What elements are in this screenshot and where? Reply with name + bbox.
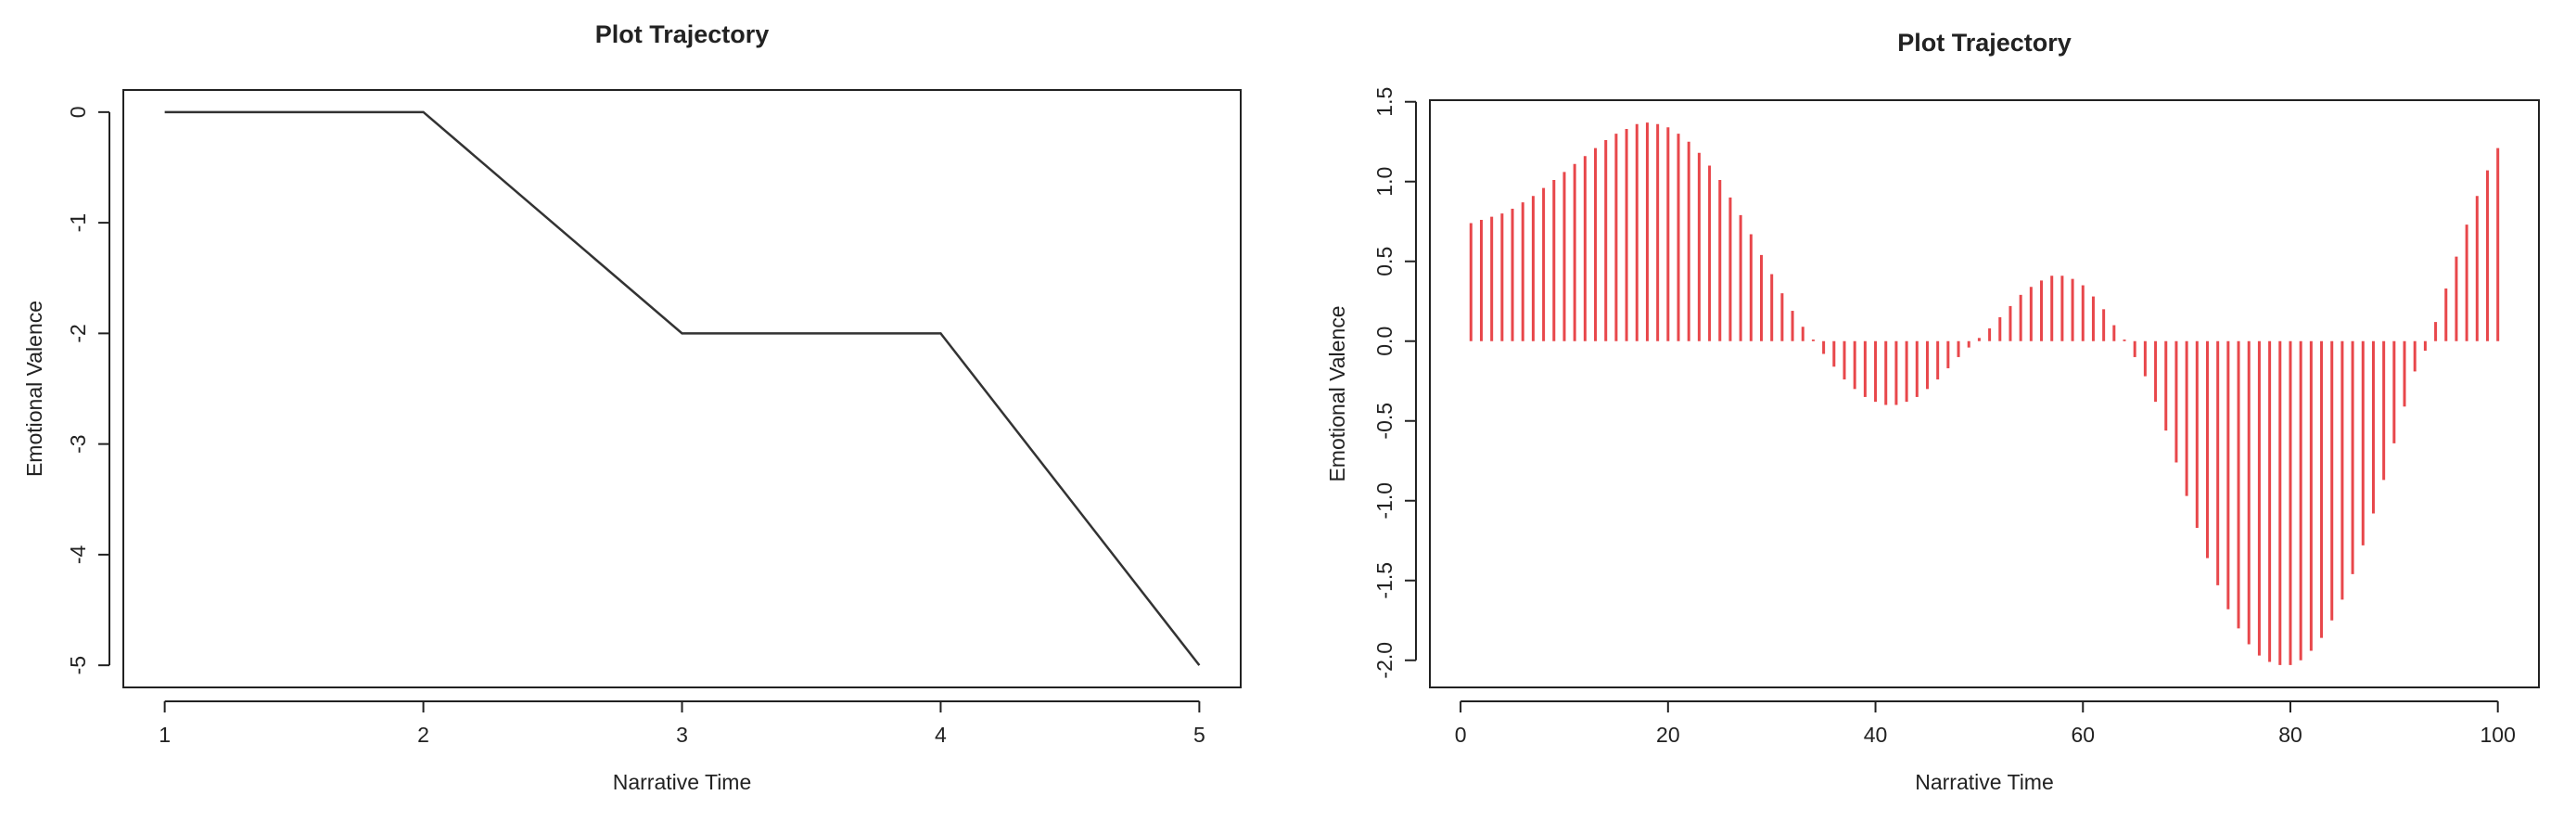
x-axis-label: Narrative Time — [1915, 770, 2054, 794]
y-tick-label: 1.0 — [1372, 167, 1396, 197]
x-tick-label: 100 — [2480, 723, 2516, 747]
x-tick-label: 40 — [1864, 723, 1888, 747]
x-tick-label: 60 — [2071, 723, 2095, 747]
chart-title: Plot Trajectory — [1897, 29, 2072, 57]
y-tick-label: 0 — [66, 106, 90, 118]
y-tick-label: -2.0 — [1372, 642, 1396, 679]
y-tick-label: 1.5 — [1372, 87, 1396, 117]
x-tick-label: 2 — [417, 723, 429, 747]
y-tick-label: -1 — [66, 213, 90, 232]
x-tick-label: 5 — [1193, 723, 1205, 747]
chart-title: Plot Trajectory — [595, 20, 770, 48]
x-tick-label: 4 — [935, 723, 947, 747]
y-tick-label: -1.5 — [1372, 562, 1396, 599]
x-tick-label: 3 — [676, 723, 688, 747]
y-tick-label: -0.5 — [1372, 403, 1396, 440]
y-tick-label: -4 — [66, 545, 90, 564]
y-axis-label: Emotional Valence — [1325, 305, 1349, 481]
y-tick-label: -2 — [66, 324, 90, 342]
y-tick-label: -3 — [66, 434, 90, 453]
x-tick-label: 0 — [1455, 723, 1467, 747]
x-axis-label: Narrative Time — [613, 770, 752, 794]
y-tick-label: -5 — [66, 656, 90, 674]
plot-frame — [122, 89, 1242, 688]
x-tick-label: 20 — [1656, 723, 1680, 747]
y-tick-label: 0.5 — [1372, 247, 1396, 276]
y-axis-label: Emotional Valence — [22, 301, 46, 477]
trajectory-line — [164, 110, 1201, 666]
x-tick-label: 80 — [2278, 723, 2302, 747]
y-tick-label: 0.0 — [1372, 327, 1396, 356]
y-tick-label: -1.0 — [1372, 482, 1396, 520]
x-tick-label: 1 — [159, 723, 171, 747]
plot-frame — [1429, 99, 2540, 688]
